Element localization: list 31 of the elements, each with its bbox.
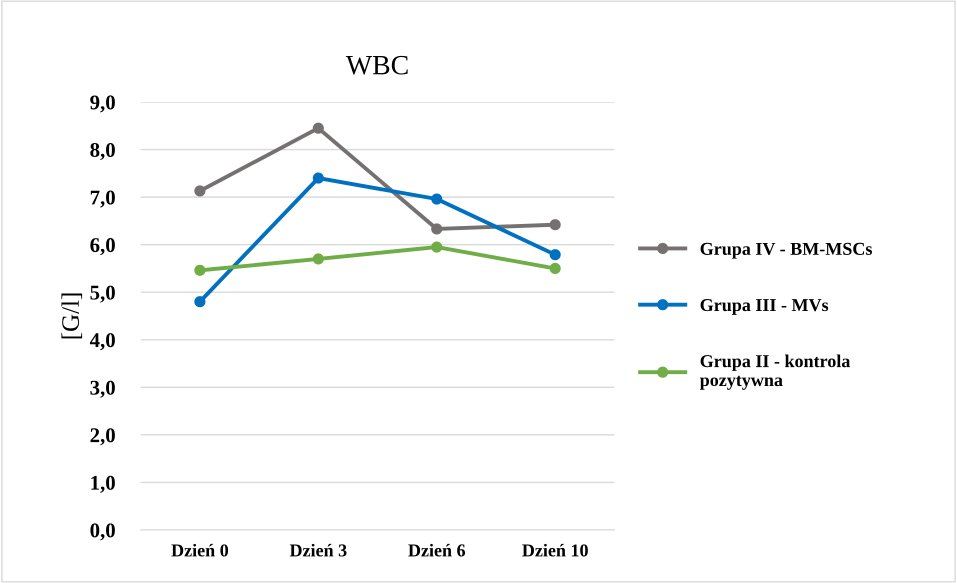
legend-label: Grupa III - MVs [700,299,828,315]
y-tick-label: 5,0 [90,286,115,303]
y-tick-label: 3,0 [90,380,115,398]
y-tick-label: 1,0 [91,476,115,493]
point [194,185,206,196]
point [312,122,324,134]
point [431,193,442,205]
y-tick-label: 7,0 [90,190,115,208]
y-tick-label: 2,0 [90,428,115,446]
y-tick-label: 9,0 [90,95,115,112]
x-tick-label: Dzień 10 [522,544,588,557]
point [550,219,561,230]
point [194,296,206,308]
legend-label: Grupa II - kontrola pozytywna [700,354,850,390]
x-tick-label: Dzień 6 [408,544,466,557]
point [550,249,561,260]
x-tick-label: Dzień 3 [290,544,347,557]
y-tick-label: 8,0 [90,142,115,160]
y-tick-label: 0,0 [90,523,115,540]
point [312,253,324,264]
y-tick-label: 4,0 [90,333,115,350]
legend-label: Grupa IV - BM-MSCs [700,242,872,259]
y-tick-label: 6,0 [90,238,115,256]
chart-title: WBC [346,56,408,75]
point [550,262,561,274]
y-axis-title: [G/l] [61,294,82,338]
x-tick-label: Dzień 0 [171,544,228,557]
point [312,172,324,184]
point [431,223,442,235]
point [431,241,442,253]
point [194,264,206,276]
